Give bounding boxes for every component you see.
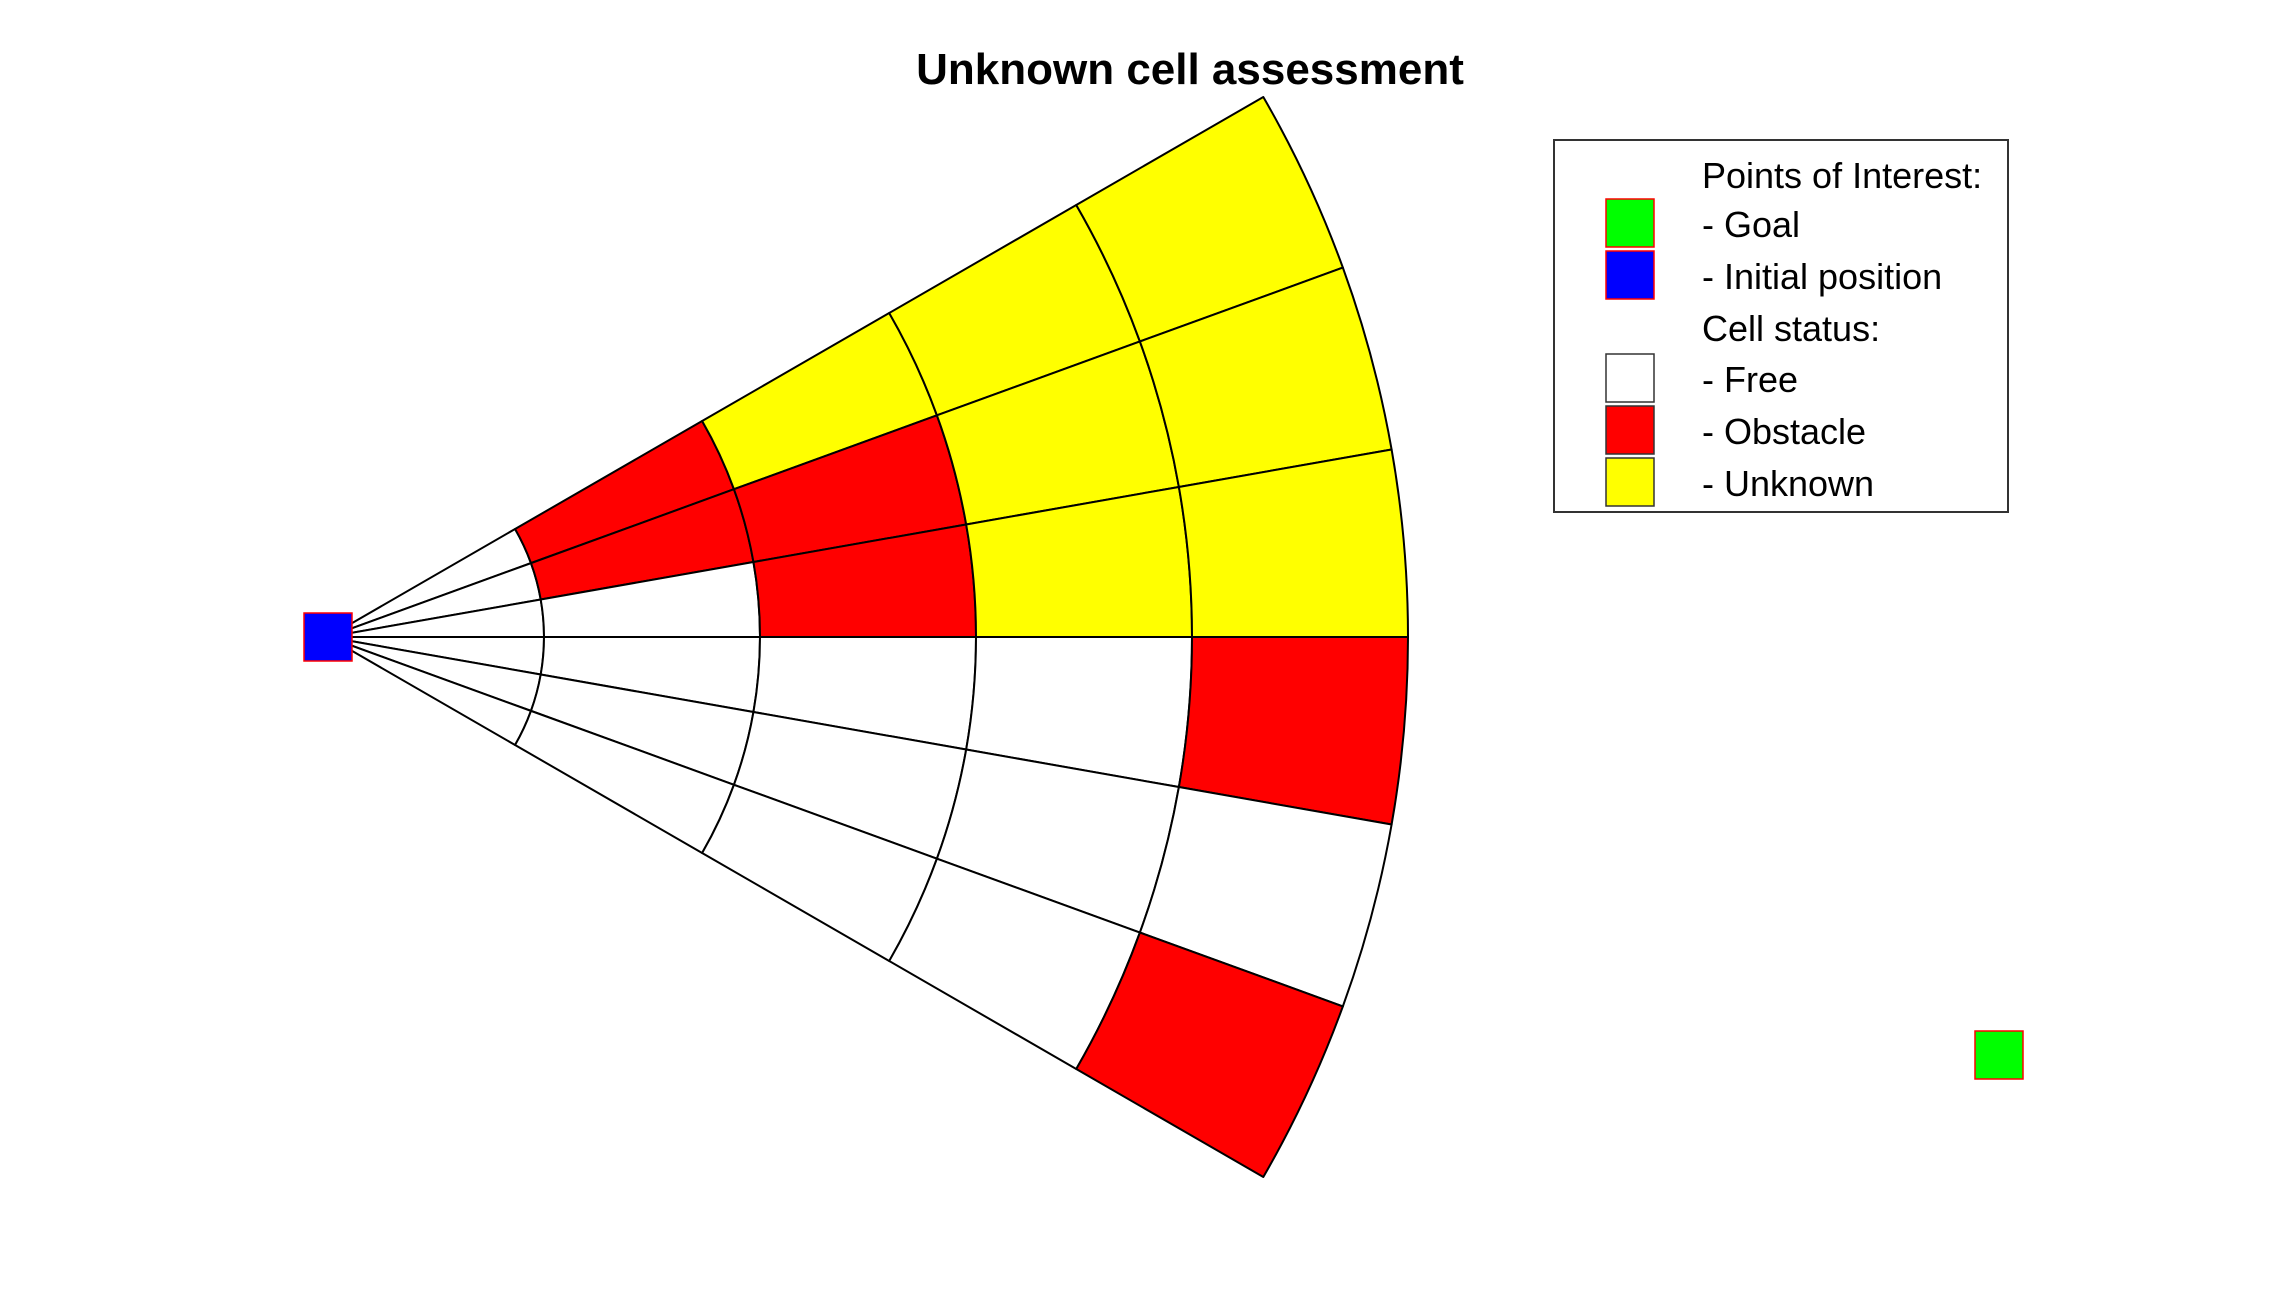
legend-swatch-initial: [1605, 250, 1655, 300]
legend-label-unknown: - Unknown: [1702, 463, 1874, 504]
legend-swatch-free: [1605, 353, 1655, 403]
legend: Points of Interest: - Goal - Initial pos…: [1553, 139, 2009, 513]
figure-title: Unknown cell assessment: [916, 45, 1464, 94]
legend-heading-points-of-interest: Points of Interest:: [1702, 155, 1982, 196]
goal-marker: [1974, 1030, 2024, 1080]
legend-label-initial: - Initial position: [1702, 256, 1942, 297]
legend-heading-cell-status: Cell status:: [1702, 308, 1880, 349]
legend-label-free: - Free: [1702, 359, 1798, 400]
grid-cell-obstacle: [1075, 931, 1344, 1178]
sector-grid: [327, 96, 1409, 1178]
initial-position-marker: [303, 612, 353, 662]
legend-swatch-obstacle: [1605, 405, 1655, 455]
legend-label-goal: - Goal: [1702, 204, 1800, 245]
legend-label-obstacle: - Obstacle: [1702, 411, 1866, 452]
legend-swatch-unknown: [1605, 457, 1655, 507]
legend-swatch-goal: [1605, 198, 1655, 248]
